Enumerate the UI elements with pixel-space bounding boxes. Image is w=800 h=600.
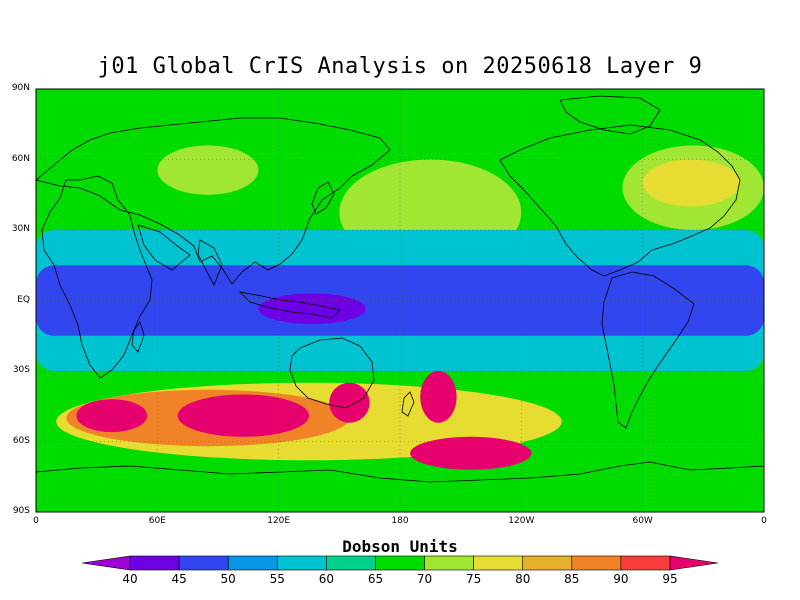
region-siberia-yellow xyxy=(157,145,259,195)
lat-label: 30S xyxy=(12,365,30,375)
colorbar-tick-label: 60 xyxy=(318,572,334,586)
colorbar-box xyxy=(571,555,622,571)
colorbar-tick-label: 65 xyxy=(367,572,384,586)
colorbar-title: Dobson Units xyxy=(342,537,458,556)
graticule xyxy=(36,89,764,512)
colorbar-box xyxy=(375,555,425,571)
colorbar-box xyxy=(178,555,229,571)
colorbar-tick-label: 75 xyxy=(465,572,482,586)
colorbar-tick-label: 95 xyxy=(662,572,678,586)
colorbar-box xyxy=(473,555,524,571)
colorbar-tick-label: 55 xyxy=(269,572,285,586)
lat-label: EQ xyxy=(17,294,30,305)
greenland-outline xyxy=(559,95,661,135)
colorbar-tick-label: 85 xyxy=(564,572,580,586)
chart-title: j01 Global CrIS Analysis on 20250618 Lay… xyxy=(97,54,703,79)
north-america-outline xyxy=(499,124,741,277)
japan-outline xyxy=(311,181,335,215)
indonesia-outline xyxy=(238,291,341,319)
colorbar-box xyxy=(620,555,671,571)
region-s-pacific-max xyxy=(420,371,457,423)
lon-label: 0 xyxy=(33,516,39,526)
region-s-ocean-max xyxy=(410,436,532,470)
region-s-indian-max-1 xyxy=(76,399,148,433)
colorbar-tick-label: 50 xyxy=(220,572,236,586)
eurasia-outline xyxy=(35,117,391,285)
colorbar xyxy=(81,555,719,571)
lon-label: 0 xyxy=(761,516,767,526)
lon-label: 60E xyxy=(148,516,166,526)
colorbar-box xyxy=(326,555,376,571)
colorbar-max-arrow xyxy=(669,555,719,571)
lat-label: 90N xyxy=(11,83,30,93)
africa-outline xyxy=(41,175,153,379)
colorbar-min-arrow xyxy=(81,555,131,571)
india-outline xyxy=(197,239,223,286)
lon-label: 120E xyxy=(267,516,291,526)
lat-label: 60N xyxy=(11,153,30,164)
region-n-america-yellow xyxy=(642,159,740,207)
region-indonesia-purple xyxy=(258,293,366,324)
region-tasman-max xyxy=(329,382,370,423)
arabia-outline xyxy=(137,224,191,271)
colorbar-tick-label: 40 xyxy=(122,572,138,586)
colorbar-box xyxy=(424,555,474,571)
colorbar-tick-label: 90 xyxy=(613,572,629,586)
colorbar-tick-label: 45 xyxy=(171,572,187,586)
lon-label: 60W xyxy=(632,516,653,526)
lat-label: 60S xyxy=(12,435,30,446)
colorbar-tick-label: 80 xyxy=(515,572,531,586)
antarctica-outline xyxy=(35,461,765,483)
madagascar-outline xyxy=(131,321,145,353)
lon-label: 120W xyxy=(508,516,535,526)
region-s-indian-max-2 xyxy=(177,394,309,437)
lon-label: 180 xyxy=(391,516,409,526)
south-america-outline xyxy=(601,271,695,429)
map-frame xyxy=(35,88,765,513)
lat-label: 90S xyxy=(12,506,30,516)
coastlines xyxy=(35,95,765,483)
colorbar-tick-label: 70 xyxy=(416,572,433,586)
colorbar-box xyxy=(276,555,327,571)
colorbar-box xyxy=(129,555,180,571)
new-zealand-outline xyxy=(401,391,415,417)
colorbar-box xyxy=(227,555,278,571)
australia-outline xyxy=(289,337,375,409)
lat-label: 30N xyxy=(11,224,30,234)
region-antarctic-green xyxy=(36,476,764,512)
colorbar-box xyxy=(522,555,573,571)
